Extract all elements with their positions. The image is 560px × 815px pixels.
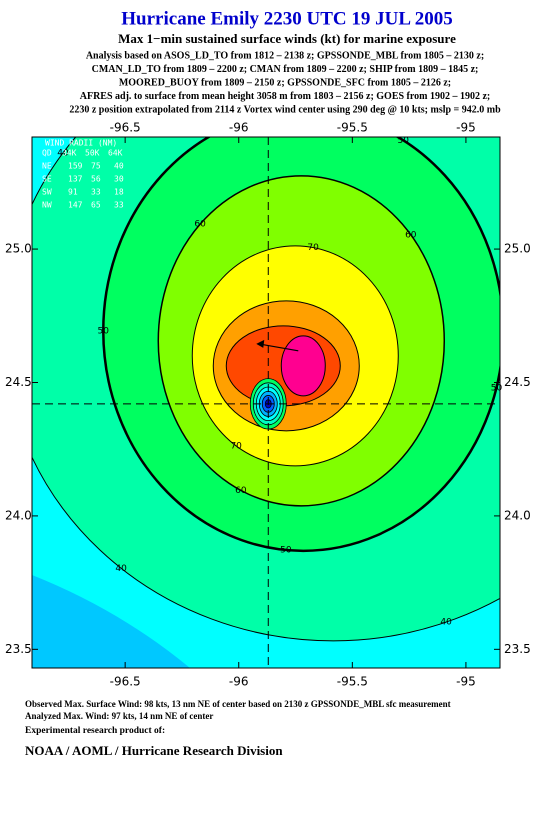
y-tick-label: 23.5: [504, 642, 531, 656]
radii-title: WIND RADII (NM): [45, 139, 117, 148]
y-tick-label: 25.0: [5, 242, 32, 256]
radii-cell: 30: [114, 175, 124, 184]
footer-org: NOAA / AOML / Hurricane Research Divisio…: [25, 743, 283, 758]
motion-arrowhead: [256, 339, 265, 348]
y-tick-label: 24.0: [5, 508, 32, 522]
analysis-note: CMAN_LD_TO from 1809 – 2200 z; CMAN from…: [92, 64, 479, 75]
x-tick-label: -95.5: [337, 121, 368, 135]
analysis-note: Analysis based on ASOS_LD_TO from 1812 –…: [86, 50, 484, 61]
x-tick-label: -96: [229, 675, 249, 689]
subtitle: Max 1−min sustained surface winds (kt) f…: [118, 31, 456, 46]
contour-label: 50: [398, 136, 410, 146]
y-tick-label: 24.5: [504, 375, 531, 389]
radii-header: 50K: [85, 149, 100, 158]
analysis-note: AFRES adj. to surface from mean height 3…: [80, 91, 491, 102]
radii-cell: NE: [42, 162, 52, 171]
x-tick-label: -95: [456, 675, 476, 689]
contour-label: 60: [194, 220, 206, 230]
x-tick-label: -95.5: [337, 675, 368, 689]
footer-analyzed: Analyzed Max. Wind: 97 kts, 14 nm NE of …: [25, 711, 213, 721]
radii-cell: 33: [114, 201, 124, 210]
radii-cell: 137: [68, 175, 83, 184]
title: Hurricane Emily 2230 UTC 19 JUL 2005: [121, 8, 452, 29]
contour-label: 50: [491, 383, 503, 393]
contour-label: 40: [440, 618, 452, 628]
low-wind-area: [32, 575, 190, 668]
contour-label: 60: [235, 486, 247, 496]
y-tick-label: 24.0: [504, 508, 531, 522]
radii-header: QD: [42, 149, 52, 158]
radii-cell: NW: [42, 201, 52, 210]
contour-label: 40: [57, 149, 69, 159]
wind-contour: [280, 335, 326, 397]
radii-cell: 75: [91, 162, 101, 171]
x-tick-label: -95: [456, 121, 476, 135]
y-tick-label: 25.0: [504, 242, 531, 256]
radii-cell: SE: [42, 175, 52, 184]
motion-arrow: [258, 343, 299, 352]
plot-frame: [31, 136, 501, 669]
analysis-note: MOORED_BUOY from 1809 – 2150 z; GPSSONDE…: [119, 77, 451, 88]
radii-cell: 18: [114, 188, 124, 197]
radii-cell: 65: [91, 201, 101, 210]
radii-cell: 56: [91, 175, 101, 184]
contour-label: 50: [98, 326, 110, 336]
contour-label: 70: [230, 441, 242, 451]
footer-observed: Observed Max. Surface Wind: 98 kts, 13 n…: [25, 699, 451, 709]
contour-label: 60: [405, 230, 417, 240]
radii-cell: 159: [68, 162, 83, 171]
y-tick-label: 24.5: [5, 375, 32, 389]
radii-cell: SW: [42, 188, 52, 197]
footer-product: Experimental research product of:: [25, 726, 165, 736]
contour-label: 70: [307, 243, 319, 253]
analysis-note: 2230 z position extrapolated from 2114 z…: [69, 104, 501, 115]
x-tick-label: -96.5: [110, 121, 141, 135]
x-tick-label: -96.5: [110, 675, 141, 689]
contour-label: 50: [280, 545, 292, 555]
x-tick-label: -96: [229, 121, 249, 135]
radii-cell: 147: [68, 201, 83, 210]
radii-header: 34K: [62, 149, 77, 158]
y-tick-label: 23.5: [5, 642, 32, 656]
radii-cell: 33: [91, 188, 101, 197]
contour-label: 40: [115, 564, 127, 574]
radii-header: 64K: [108, 149, 123, 158]
radii-cell: 40: [114, 162, 124, 171]
radii-cell: 91: [68, 188, 78, 197]
